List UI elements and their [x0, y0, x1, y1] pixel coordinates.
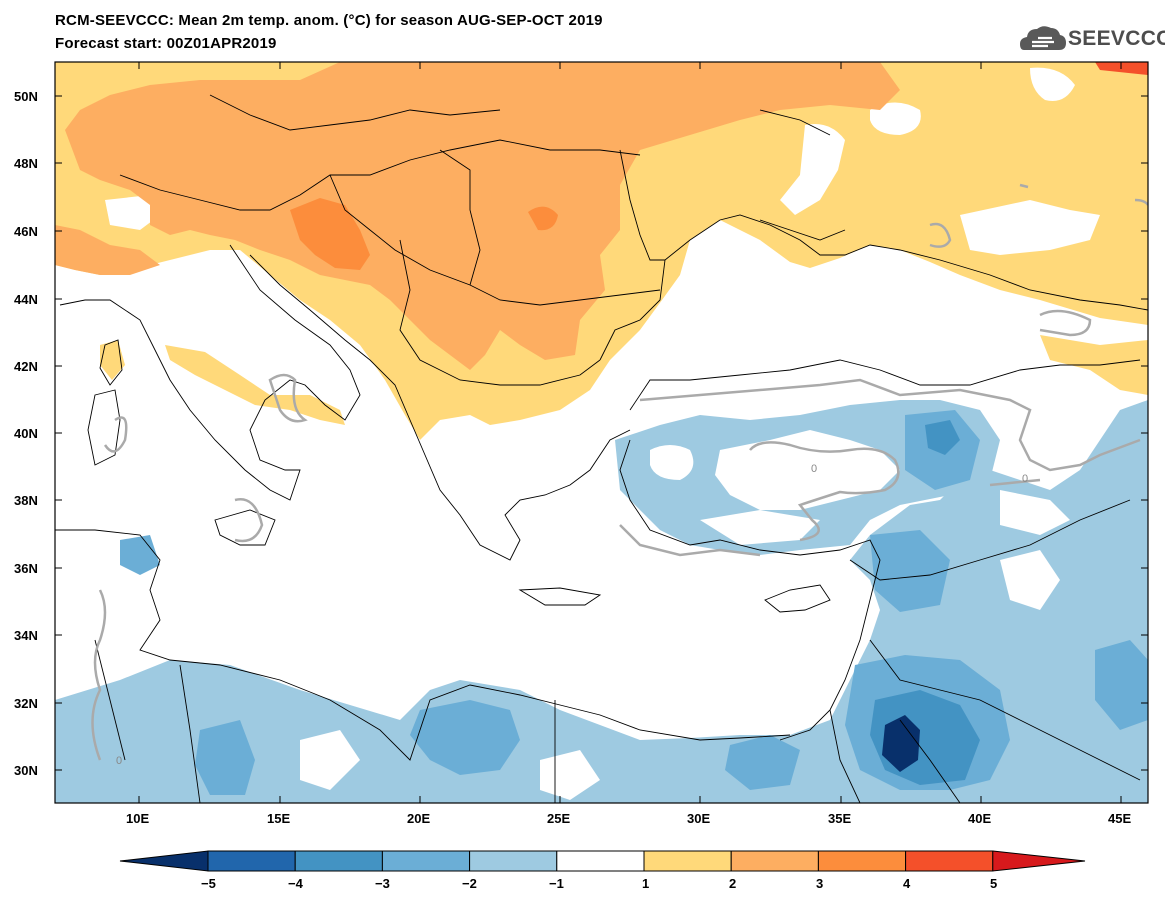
colorbar	[119, 850, 1086, 872]
colorbar-swatch	[469, 850, 558, 872]
lat-label: 42N	[14, 359, 38, 374]
colorbar-label: 3	[816, 876, 823, 891]
lat-label: 40N	[14, 426, 38, 441]
colorbar-swatch	[817, 850, 907, 872]
colorbar-swatch	[294, 850, 383, 872]
hot-anomaly-core	[290, 198, 370, 270]
lon-label: 40E	[968, 811, 991, 826]
latitude-axis	[55, 95, 1148, 771]
colorbar-arrow-high	[992, 850, 1086, 872]
colorbar-label: 5	[990, 876, 997, 891]
lat-label: 46N	[14, 224, 38, 239]
colorbar-label: 1	[642, 876, 649, 891]
lat-label: 48N	[14, 156, 38, 171]
colorbar-label: −1	[549, 876, 564, 891]
contour-label-a: 0	[811, 463, 817, 475]
map-title: RCM-SEEVCCC: Mean 2m temp. anom. (°C) fo…	[55, 12, 603, 29]
colorbar-swatch	[556, 850, 645, 872]
colorbar-swatch	[905, 850, 994, 872]
cloud-logo-icon	[1020, 26, 1066, 50]
lat-label: 30N	[14, 763, 38, 778]
colorbar-label: −3	[375, 876, 390, 891]
colorbar-label: −4	[288, 876, 304, 891]
lat-label: 36N	[14, 561, 38, 576]
lon-label: 45E	[1108, 811, 1131, 826]
strong-warm-anomaly-region	[65, 62, 900, 370]
lat-label: 44N	[14, 292, 38, 307]
lon-label: 15E	[267, 811, 290, 826]
lat-label: 34N	[14, 628, 38, 643]
colorbar-swatch	[730, 850, 819, 872]
lat-label: 38N	[14, 493, 38, 508]
colorbar-label: −5	[201, 876, 216, 891]
seevccc-logo-text: SEEVCCC	[1068, 27, 1165, 50]
lat-label: 32N	[14, 696, 38, 711]
lon-label: 25E	[547, 811, 570, 826]
strongest-cold-core	[882, 715, 920, 772]
forecast-start-label: Forecast start: 00Z01APR2019	[55, 35, 277, 52]
lon-label: 20E	[407, 811, 430, 826]
contour-label-c: 0	[116, 755, 122, 767]
longitude-axis	[138, 62, 1122, 803]
colorbar-swatch	[207, 850, 296, 872]
colorbar-label: −2	[462, 876, 477, 891]
colorbar-swatch	[643, 850, 732, 872]
lon-label: 35E	[828, 811, 851, 826]
lon-label: 10E	[126, 811, 149, 826]
contour-label-b: 0	[1022, 473, 1028, 485]
zero-contour-lines	[91, 183, 1148, 761]
colorbar-label: 2	[729, 876, 736, 891]
coastlines	[55, 94, 1148, 803]
map-field	[55, 62, 1148, 803]
lon-label: 30E	[687, 811, 710, 826]
colorbar-swatch	[381, 850, 471, 872]
colorbar-label: 4	[903, 876, 911, 891]
lat-label: 50N	[14, 89, 38, 104]
colorbar-arrow-low	[119, 850, 209, 872]
